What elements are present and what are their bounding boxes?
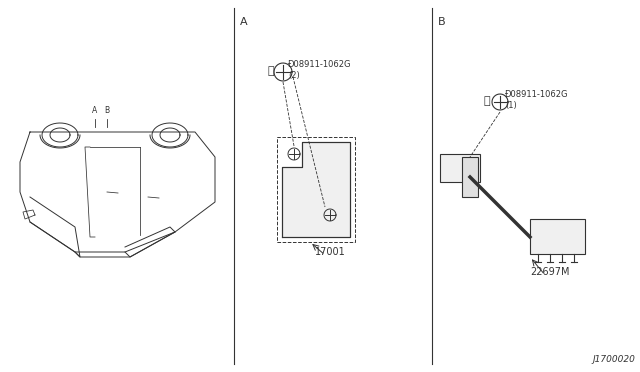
Text: 17001: 17001 [315, 247, 346, 257]
Text: 22697M: 22697M [530, 267, 570, 277]
Text: B: B [438, 17, 445, 27]
Text: Ð08911-1062G
(1): Ð08911-1062G (1) [505, 90, 568, 110]
Polygon shape [462, 157, 478, 197]
Polygon shape [282, 142, 350, 237]
Text: B: B [104, 106, 109, 115]
Text: Ⓝ: Ⓝ [484, 96, 490, 106]
Text: Ð08911-1062G
(2): Ð08911-1062G (2) [288, 60, 351, 80]
Bar [440, 154, 480, 182]
Text: A: A [240, 17, 248, 27]
Text: J1700020: J1700020 [592, 355, 635, 364]
Text: A: A [92, 106, 98, 115]
Bar [530, 219, 585, 254]
Bar [277, 137, 355, 242]
Text: Ⓝ: Ⓝ [268, 66, 275, 76]
